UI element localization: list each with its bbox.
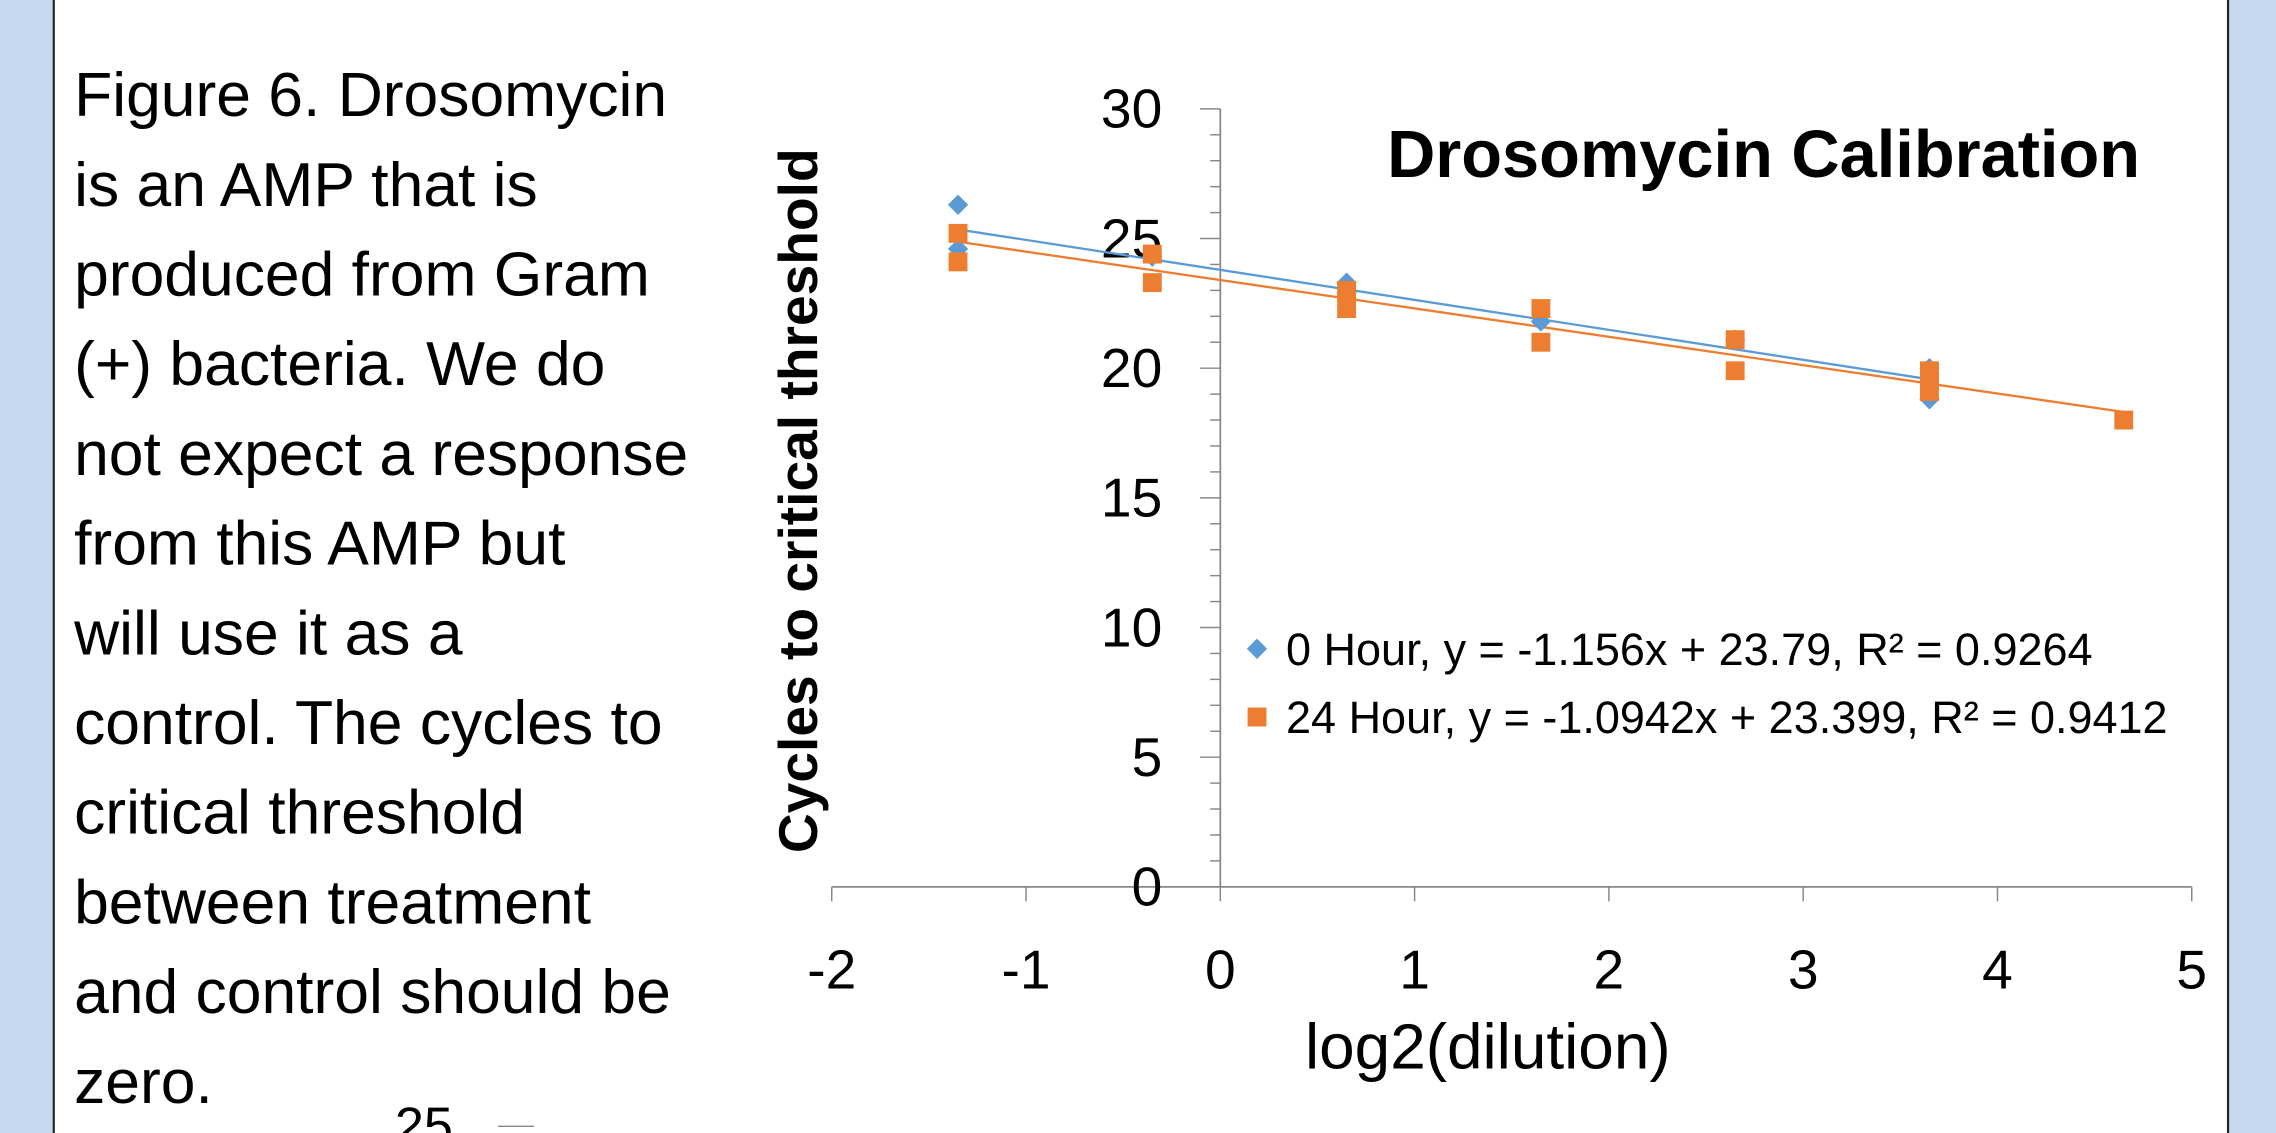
point [1530, 311, 1552, 332]
x-tick-label: 2 [1594, 938, 1625, 1000]
x-tick-label: 4 [1982, 938, 2013, 1000]
caption-line: zero. [74, 1048, 213, 1117]
x-tick-label: 1 [1399, 938, 1430, 1000]
point [2114, 410, 2134, 430]
caption-line: is an AMP that is [74, 151, 538, 220]
chart-title: Drosomycin Calibration [1387, 118, 2140, 192]
x-tick-label: -2 [807, 938, 856, 1000]
point [1531, 332, 1551, 352]
caption-line: Figure 6. Drosomycin [74, 61, 667, 130]
point [1337, 280, 1357, 300]
point [948, 252, 968, 272]
x-tick-label: 0 [1205, 938, 1236, 1000]
legend-marker [1247, 707, 1267, 727]
legend-marker [1246, 638, 1268, 659]
point [1725, 330, 1745, 350]
caption-line: (+) bacteria. We do [74, 330, 605, 399]
point [1337, 299, 1357, 318]
fragment-tick-label: 25 [395, 1098, 453, 1133]
caption-line: produced from Gram [74, 241, 650, 310]
panel [52, 0, 2230, 1133]
caption-line: and control should be [74, 958, 671, 1027]
caption-line: will use it as a [73, 599, 463, 668]
y-tick-label: 20 [1101, 337, 1162, 399]
y-tick-label: 0 [1132, 856, 1163, 918]
point [1531, 299, 1551, 318]
x-tick-label: -1 [1002, 938, 1051, 1000]
point [1725, 361, 1745, 381]
caption-line: critical threshold [74, 779, 525, 848]
point [948, 223, 968, 243]
point [1142, 273, 1162, 293]
y-tick-label: 30 [1101, 78, 1162, 140]
caption: Figure 6. Drosomycin is an AMP that is pro… [73, 61, 688, 1117]
caption-line: control. The cycles to [74, 689, 663, 758]
y-tick-label: 15 [1101, 467, 1162, 529]
point [1142, 244, 1162, 264]
legend-label: 24 Hour, y = -1.0942x + 23.399, R² = 0.9… [1286, 692, 2168, 743]
point [1920, 382, 1939, 401]
y-tick-label: 10 [1101, 596, 1162, 658]
legend-label: 0 Hour, y = -1.156x + 23.79, R² = 0.9264 [1286, 624, 2093, 675]
trendline [957, 228, 1930, 381]
y-tick-label: 5 [1132, 726, 1163, 788]
x-axis-label: log2(dilution) [1305, 1010, 1671, 1082]
x-tick-label: 3 [1788, 938, 1819, 1000]
caption-line: from this AMP but [74, 510, 565, 579]
caption-line: not expect a response [74, 420, 688, 489]
y-axis-label: Cycles to critical threshold [767, 148, 829, 853]
point [947, 194, 969, 215]
x-tick-label: 5 [2176, 938, 2207, 1000]
caption-line: between treatment [74, 868, 591, 937]
